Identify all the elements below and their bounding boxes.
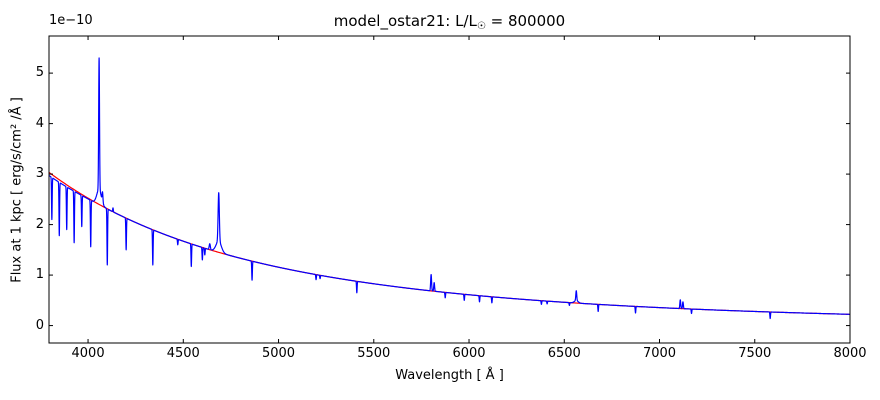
y-tick-label: 4 [35,115,44,131]
x-tick-label: 8000 [833,346,867,361]
x-tick-label: 5000 [261,346,296,361]
sun-symbol: ☉ [476,21,486,32]
y-tick-label: 2 [35,216,44,232]
y-axis-offset-label: 1e−10 [49,13,93,28]
x-tick-label: 7500 [738,346,772,361]
x-tick-label: 7000 [642,346,677,361]
y-tick-label: 0 [35,317,44,333]
x-tick-label: 4500 [166,346,200,361]
plot-title: model_ostar21: L/L☉ = 800000 [49,12,850,32]
axes-frame [48,35,851,344]
x-tick-label: 4000 [71,346,105,361]
x-tick-label: 6000 [452,346,486,361]
y-tick-label: 3 [35,166,44,182]
x-tick-label: 6500 [547,346,581,361]
plot-title-prefix: model_ostar21: L/L [333,12,477,30]
y-tick-label: 1 [35,267,44,283]
y-tick-label: 5 [35,65,44,81]
plot-title-suffix: = 800000 [485,12,566,30]
x-axis-label: Wavelength [ Å ] [395,368,504,383]
spectrum-line [48,57,851,320]
x-tick-label: 5500 [357,346,391,361]
